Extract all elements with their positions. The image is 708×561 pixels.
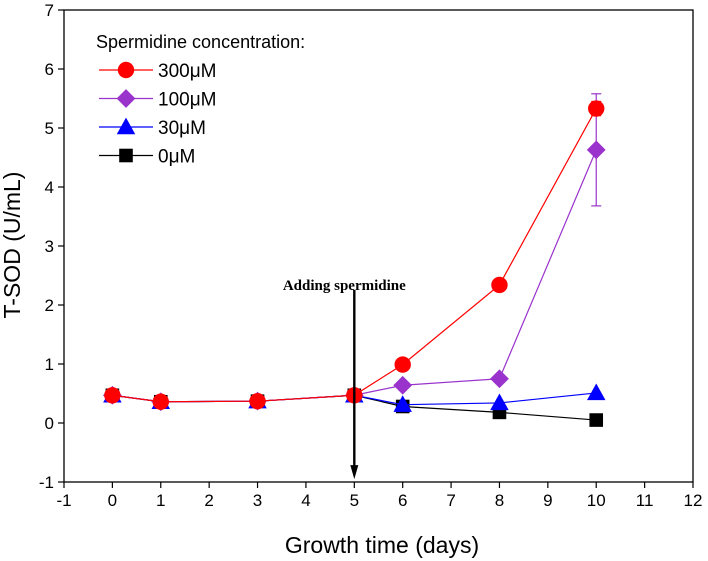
data-point-diamond xyxy=(586,140,606,160)
data-point-diamond xyxy=(490,369,509,389)
legend-label: 30μM xyxy=(158,118,206,139)
x-tick-label: 2 xyxy=(204,491,213,510)
data-point-circle xyxy=(491,276,508,294)
x-tick-label: -1 xyxy=(56,491,71,510)
x-tick-label: 10 xyxy=(587,491,606,510)
data-point-square xyxy=(589,413,604,427)
y-tick-label: 7 xyxy=(45,1,54,20)
y-tick-label: 5 xyxy=(45,119,54,138)
data-point-triangle xyxy=(116,117,136,135)
annotation: Adding spermidine xyxy=(283,278,406,480)
data-point-circle xyxy=(152,393,169,410)
x-tick-label: 5 xyxy=(350,491,359,510)
y-tick-label: 2 xyxy=(45,296,54,315)
y-tick-label: 6 xyxy=(45,60,54,79)
legend-item: 300μM xyxy=(99,61,216,82)
data-point-circle xyxy=(104,387,121,404)
data-point-circle xyxy=(588,100,605,117)
x-tick-label: 4 xyxy=(301,491,310,510)
y-axis-label: T-SOD (U/mL) xyxy=(0,172,25,319)
x-tick-label: 8 xyxy=(495,491,504,510)
x-tick-label: 9 xyxy=(543,491,552,510)
x-tick-label: 6 xyxy=(398,491,407,510)
data-point-circle xyxy=(394,356,411,373)
annotation-arrow-head xyxy=(350,465,359,480)
legend-label: 100μM xyxy=(158,90,216,111)
legend-title: Spermidine concentration: xyxy=(96,32,305,52)
x-axis-label: Growth time (days) xyxy=(285,532,479,558)
legend-label: 300μM xyxy=(158,61,216,82)
data-point-triangle xyxy=(586,383,606,401)
legend-label: 0μM xyxy=(158,147,195,168)
legend-item: 100μM xyxy=(99,89,216,111)
annotation-text: Adding spermidine xyxy=(283,278,406,294)
y-tick-label: 4 xyxy=(45,178,54,197)
data-point-square xyxy=(119,148,133,163)
x-tick-label: 3 xyxy=(253,491,262,510)
x-tick-label: 11 xyxy=(636,491,654,510)
y-tick-label: 3 xyxy=(45,237,54,256)
data-point-circle xyxy=(249,392,266,410)
x-tick-label: 0 xyxy=(108,491,117,510)
x-tick-label: 1 xyxy=(156,491,165,510)
legend-item: 30μM xyxy=(99,117,206,139)
y-tick-label: 0 xyxy=(45,414,54,433)
legend-item: 0μM xyxy=(99,147,195,168)
x-tick-label: 12 xyxy=(684,491,703,510)
legend: Spermidine concentration: 300μM 100μM 30μM 0… xyxy=(96,32,305,168)
y-tick-label: 1 xyxy=(45,355,54,374)
data-point-diamond xyxy=(116,89,136,108)
data-point-diamond xyxy=(393,375,413,395)
data-point-triangle xyxy=(490,393,509,411)
data-point-circle xyxy=(117,61,135,79)
data-point-triangle xyxy=(393,395,412,412)
x-tick-label: 7 xyxy=(446,491,455,510)
y-tick-label: -1 xyxy=(39,473,54,492)
